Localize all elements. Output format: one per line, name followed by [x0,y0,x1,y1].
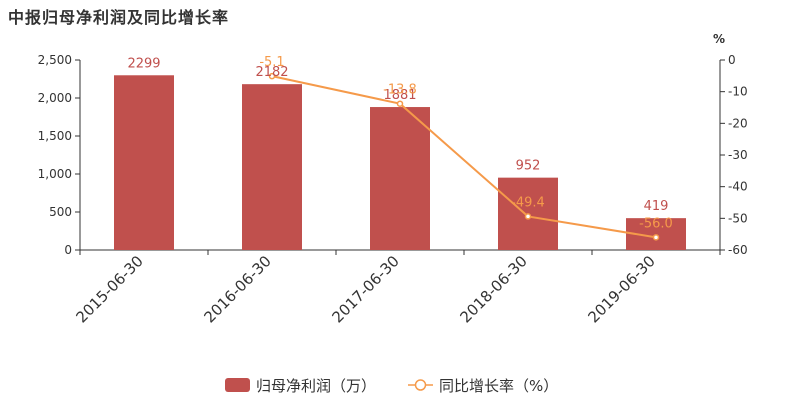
line-series [268,72,660,241]
line-point [524,213,532,220]
y-right-tick-label: 0 [728,53,736,67]
line-value-label: -49.4 [511,195,545,210]
line-value-label: -5.1 [259,55,284,70]
line-value-label: -56.0 [639,216,673,231]
legend[interactable]: 归母净利润（万） 同比增长率（%） [225,377,558,395]
bar-value-label: 419 [644,199,669,214]
legend-line-marker [414,379,427,391]
x-tick-label: 2019-06-30 [584,252,658,326]
x-tick-label: 2018-06-30 [456,252,530,326]
y-left-tick-label: 2,000 [38,91,72,105]
bar-value-label: 1881 [383,88,416,103]
x-tick-label: 2015-06-30 [72,252,146,326]
y-right-unit-label: % [713,32,725,46]
line-point [652,234,660,241]
legend-line-label: 同比增长率（%） [439,377,558,395]
bar-series [114,75,686,250]
legend-bar-swatch [225,378,250,392]
y-left-tick-label: 1,000 [38,167,72,181]
y-right-tick-label: -50 [728,211,748,225]
x-tick-label: 2016-06-30 [200,252,274,326]
chart-title: 中报归母净利润及同比增长率 [8,8,230,27]
y-right-tick-label: -10 [728,85,748,99]
y-left-tick-label: 0 [64,243,72,257]
y-right-tick-label: -40 [728,180,748,194]
y-left-tick-label: 500 [49,205,72,219]
legend-bar-label: 归母净利润（万） [256,377,376,395]
y-left-tick-label: 1,500 [38,129,72,143]
bar-value-label: 2182 [255,65,288,80]
data-labels: 2299 2182 1881 952 419 -5.1 -13.8 -49.4 -56.0 [127,55,672,231]
bar [114,75,174,250]
line-value-label: -13.8 [383,83,417,98]
bar-value-label: 2299 [127,56,160,71]
y-right-tick-label: -60 [728,243,748,257]
y-right-tick-label: -30 [728,148,748,162]
bar-value-label: 952 [516,159,541,174]
line-point [396,100,404,107]
x-tick-label: 2017-06-30 [328,252,402,326]
growth-line [271,75,657,239]
bar [370,107,430,250]
y-left-tick-label: 2,500 [38,53,72,67]
line-point [268,72,276,80]
y-right-tick-label: -20 [728,116,748,130]
bar [242,84,302,250]
